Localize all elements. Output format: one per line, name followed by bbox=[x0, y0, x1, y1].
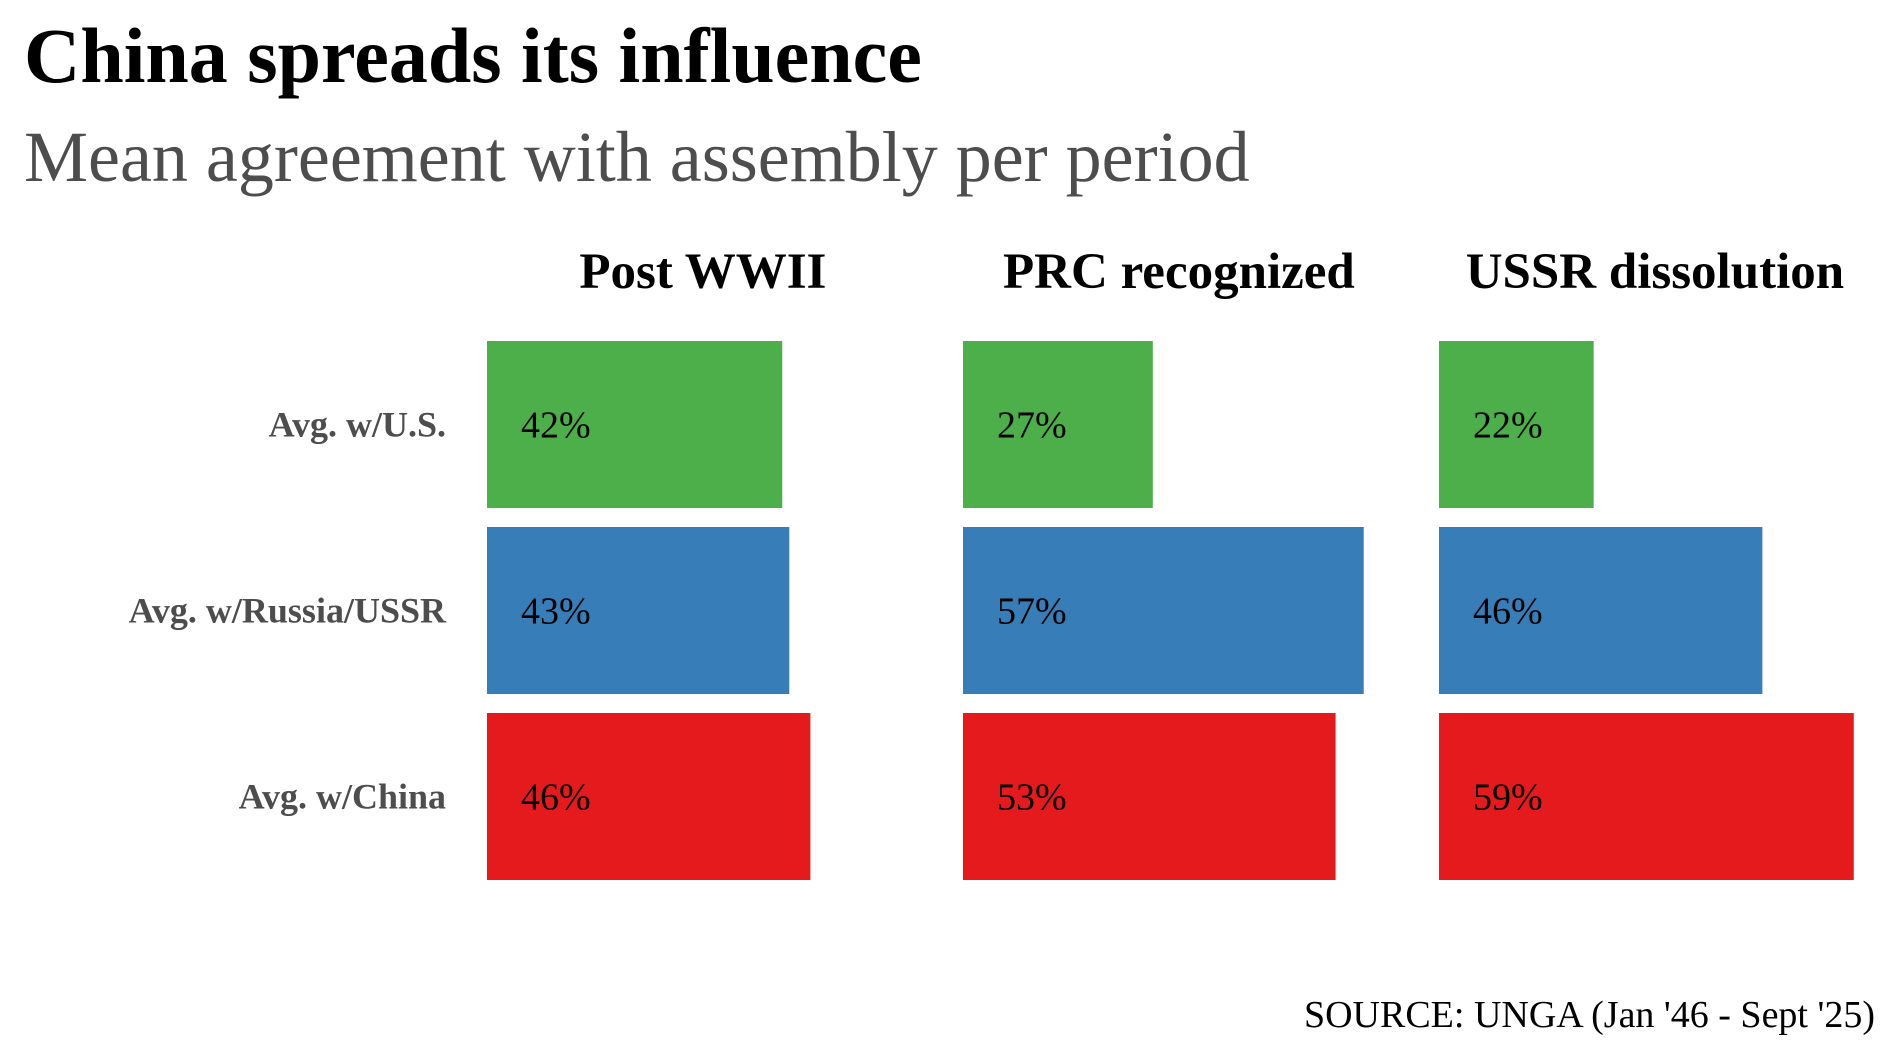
bar-1-2 bbox=[963, 341, 1153, 508]
bar-2-1 bbox=[487, 527, 790, 694]
panel-title-1: Post WWII bbox=[579, 244, 826, 300]
bar-3-2 bbox=[963, 713, 1336, 880]
row-label-3: Avg. w/China bbox=[239, 777, 446, 817]
bar-value-label-1-2: 27% bbox=[997, 405, 1067, 447]
bar-value-label-2-1: 43% bbox=[521, 591, 591, 633]
panel-title-2: PRC recognized bbox=[1003, 244, 1355, 300]
bar-2-2 bbox=[963, 527, 1364, 694]
bar-value-label-2-3: 46% bbox=[1473, 591, 1543, 633]
bar-value-label-1-1: 42% bbox=[521, 405, 591, 447]
bar-3-1 bbox=[487, 713, 811, 880]
chart-title: China spreads its influence bbox=[24, 12, 922, 99]
bar-value-label-3-3: 59% bbox=[1473, 777, 1543, 819]
chart-subtitle: Mean agreement with assembly per period bbox=[24, 117, 1250, 197]
row-label-2: Avg. w/Russia/USSR bbox=[129, 591, 447, 631]
bar-value-label-3-2: 53% bbox=[997, 777, 1067, 819]
row-label-1: Avg. w/U.S. bbox=[269, 405, 446, 445]
bar-1-1 bbox=[487, 341, 783, 508]
bar-1-3 bbox=[1439, 341, 1594, 508]
bar-value-label-2-2: 57% bbox=[997, 591, 1067, 633]
panel-title-3: USSR dissolution bbox=[1466, 244, 1844, 300]
bar-value-label-3-1: 46% bbox=[521, 777, 591, 819]
bar-2-3 bbox=[1439, 527, 1763, 694]
source-note: SOURCE: UNGA (Jan '46 - Sept '25) bbox=[1303, 994, 1875, 1036]
bar-3-3 bbox=[1439, 713, 1854, 880]
bar-value-label-1-3: 22% bbox=[1473, 405, 1543, 447]
